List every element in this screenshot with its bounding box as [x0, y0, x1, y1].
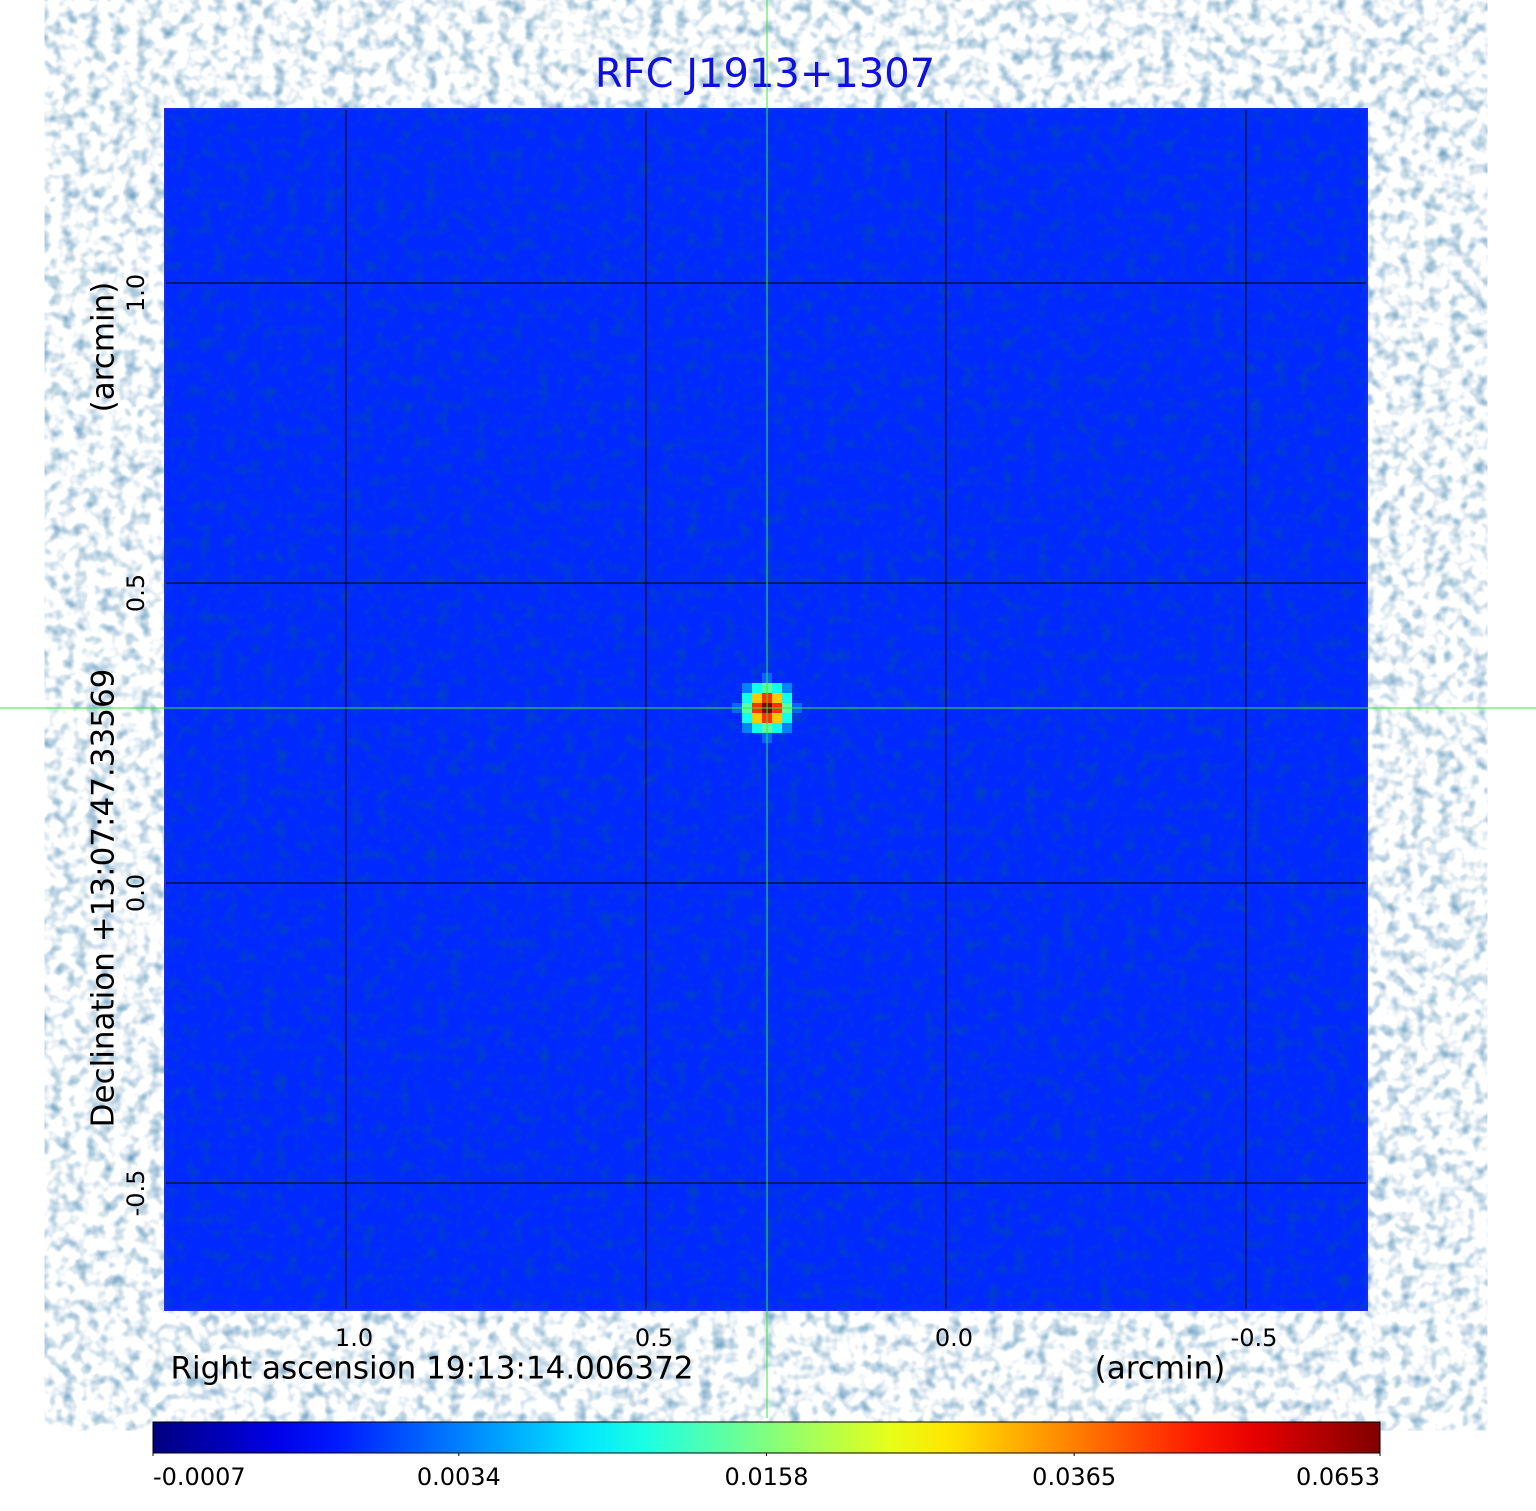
colorbar-tick-label: 0.0365: [1032, 1463, 1116, 1491]
y-axis-label: Declination +13:07:47.33569: [86, 669, 122, 1128]
x-tick-label: 0.0: [935, 1324, 973, 1352]
colorbar-tick-label: 0.0653: [1296, 1463, 1380, 1491]
source-pixel: [752, 722, 763, 733]
y-tick-label: 0.5: [122, 574, 150, 612]
colorbar-tick-label: 0.0158: [725, 1463, 809, 1491]
source-pixel: [772, 712, 783, 723]
x-axis-unit: (arcmin): [1095, 1351, 1226, 1387]
source-pixel: [782, 712, 793, 723]
source-pixel: [752, 682, 763, 693]
colorbar-tick-label: 0.0034: [417, 1463, 501, 1491]
y-tick-label: 0.0: [122, 874, 150, 912]
source-pixel: [742, 712, 753, 723]
source-pixel: [742, 682, 753, 693]
plot-area: [164, 108, 1368, 1311]
chart-title: RFC J1913+1307: [595, 51, 935, 97]
source-pixel: [772, 692, 783, 703]
x-axis-label: Right ascension 19:13:14.006372: [170, 1351, 693, 1387]
colorbar-tick-label: -0.0007: [153, 1463, 246, 1491]
y-axis-unit: (arcmin): [86, 282, 122, 413]
plot-border: [164, 108, 1368, 1311]
source-pixel: [772, 682, 783, 693]
source-pixel: [742, 692, 753, 703]
x-tick-label: 1.0: [335, 1324, 373, 1352]
source-pixel: [782, 692, 793, 703]
x-tick-label: -0.5: [1231, 1324, 1278, 1352]
y-tick-label: -0.5: [122, 1170, 150, 1217]
source-pixel: [752, 692, 763, 703]
source-pixel: [772, 722, 783, 733]
source-pixel: [742, 722, 753, 733]
x-tick-label: 0.5: [635, 1324, 673, 1352]
y-tick-label: 1.0: [122, 274, 150, 312]
source-pixel: [782, 682, 793, 693]
colorbar: [152, 1421, 1381, 1454]
source-pixel: [782, 722, 793, 733]
source-pixel: [752, 712, 763, 723]
